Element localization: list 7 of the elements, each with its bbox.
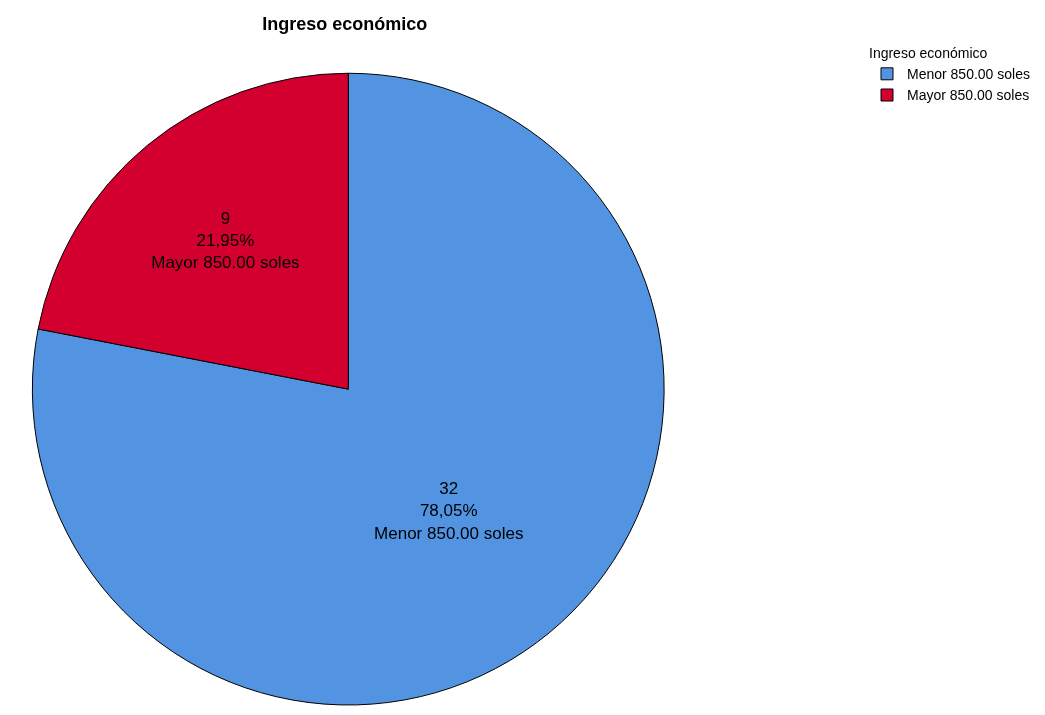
legend-label: Menor 850.00 soles <box>907 66 1030 83</box>
legend-label: Mayor 850.00 soles <box>907 87 1030 104</box>
chart-title: Ingreso económico <box>262 14 428 35</box>
data-label: 32 78,05% Menor 850.00 soles <box>374 479 524 543</box>
pie-slice <box>32 72 665 706</box>
data-label: 9 21,95% Mayor 850.00 soles <box>151 208 300 272</box>
legend-title: Ingreso económico <box>869 45 988 62</box>
